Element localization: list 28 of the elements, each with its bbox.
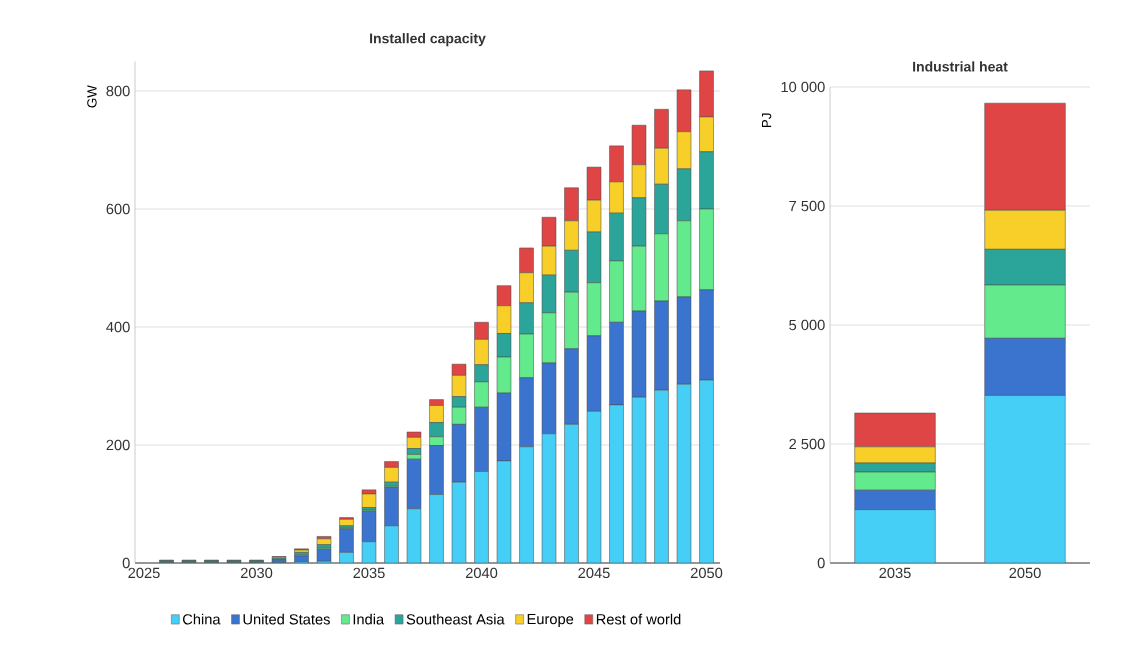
y-tick-label: 0	[817, 557, 825, 569]
y-tick-label: 600	[106, 203, 130, 215]
legend-label: Europe	[527, 614, 574, 628]
y-tick-label: 800	[106, 85, 130, 97]
legend-label: United States	[243, 613, 330, 625]
y-axis-title: GW	[87, 85, 97, 108]
y-tick-label: 5 000	[789, 319, 825, 331]
y-tick-label: 0	[122, 557, 130, 569]
legend-label: Rest of world	[596, 613, 681, 625]
chart-title: Installed capacity	[370, 33, 486, 47]
x-tick-label: 2030	[240, 567, 273, 579]
legend-label: India	[353, 613, 385, 625]
x-tick-label: 2035	[353, 567, 385, 579]
x-tick-label: 2025	[128, 567, 160, 579]
x-tick-label: 2050	[690, 567, 723, 579]
y-tick-label: 400	[106, 321, 130, 333]
x-tick-label: 2050	[1009, 567, 1041, 579]
legend-label: China	[183, 613, 221, 625]
chart-title: Industrial heat	[913, 61, 1008, 72]
legend-label: Southeast Asia	[406, 613, 505, 625]
x-tick-label: 2035	[879, 567, 911, 579]
y-tick-label: 7 500	[789, 200, 825, 212]
y-tick-label: 200	[106, 439, 130, 451]
y-tick-label: 10 000	[781, 81, 825, 93]
y-tick-label: 2 500	[789, 438, 825, 450]
x-tick-label: 2040	[465, 567, 498, 579]
y-axis-title: PJ	[761, 113, 772, 128]
x-tick-label: 2045	[578, 567, 610, 579]
